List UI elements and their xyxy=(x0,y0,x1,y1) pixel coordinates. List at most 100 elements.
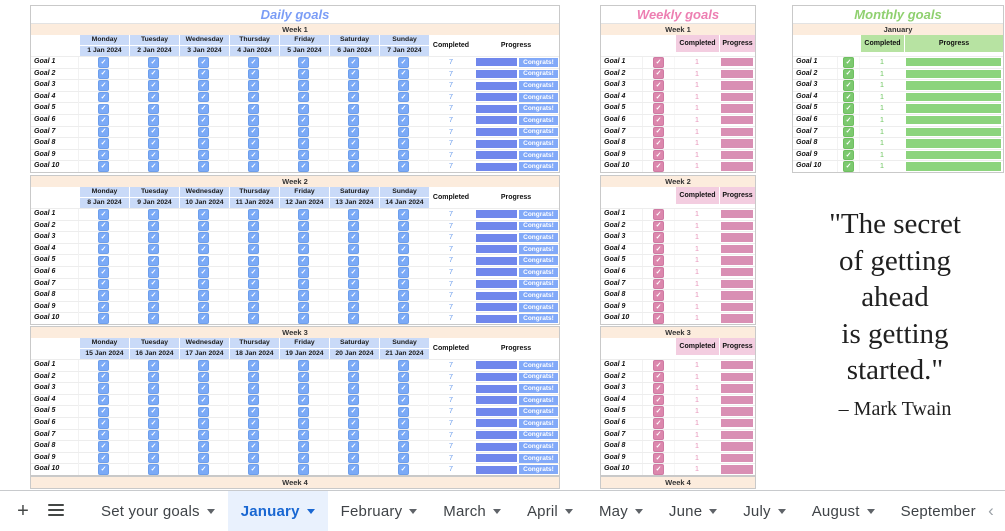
checkbox-checked[interactable]: ✓ xyxy=(148,418,159,429)
checkbox-checked[interactable]: ✓ xyxy=(398,80,409,91)
checkbox-checked[interactable]: ✓ xyxy=(348,429,359,441)
checkbox-checked[interactable]: ✓ xyxy=(198,441,209,452)
checkbox-checked[interactable]: ✓ xyxy=(398,406,409,418)
checkbox-checked[interactable]: ✓ xyxy=(348,406,359,418)
checkbox-checked[interactable]: ✓ xyxy=(198,138,209,149)
checkbox-checked[interactable]: ✓ xyxy=(843,161,854,172)
checkbox-checked[interactable]: ✓ xyxy=(843,138,854,149)
checkbox-checked[interactable]: ✓ xyxy=(398,220,409,232)
checkbox-checked[interactable]: ✓ xyxy=(653,429,664,441)
checkbox-checked[interactable]: ✓ xyxy=(653,68,664,80)
checkbox-checked[interactable]: ✓ xyxy=(398,138,409,149)
checkbox-checked[interactable]: ✓ xyxy=(248,91,259,103)
sheet-tab-april[interactable]: April xyxy=(514,491,586,531)
checkbox-checked[interactable]: ✓ xyxy=(298,138,309,149)
checkbox-checked[interactable]: ✓ xyxy=(198,232,209,243)
checkbox-checked[interactable]: ✓ xyxy=(248,441,259,452)
checkbox-checked[interactable]: ✓ xyxy=(248,278,259,290)
checkbox-checked[interactable]: ✓ xyxy=(298,103,309,115)
checkbox-checked[interactable]: ✓ xyxy=(653,255,664,266)
checkbox-checked[interactable]: ✓ xyxy=(298,68,309,80)
checkbox-checked[interactable]: ✓ xyxy=(298,57,309,68)
checkbox-checked[interactable]: ✓ xyxy=(348,313,359,324)
checkbox-checked[interactable]: ✓ xyxy=(298,220,309,232)
checkbox-checked[interactable]: ✓ xyxy=(653,138,664,149)
checkbox-checked[interactable]: ✓ xyxy=(98,418,109,429)
checkbox-checked[interactable]: ✓ xyxy=(843,126,854,138)
checkbox-checked[interactable]: ✓ xyxy=(98,149,109,161)
checkbox-checked[interactable]: ✓ xyxy=(398,243,409,255)
checkbox-checked[interactable]: ✓ xyxy=(98,429,109,441)
checkbox-checked[interactable]: ✓ xyxy=(198,115,209,126)
checkbox-checked[interactable]: ✓ xyxy=(348,126,359,138)
checkbox-checked[interactable]: ✓ xyxy=(348,383,359,394)
sheet-tab-set-your-goals[interactable]: Set your goals xyxy=(88,491,228,531)
checkbox-checked[interactable]: ✓ xyxy=(198,161,209,172)
checkbox-checked[interactable]: ✓ xyxy=(148,371,159,383)
checkbox-checked[interactable]: ✓ xyxy=(843,57,854,68)
checkbox-checked[interactable]: ✓ xyxy=(653,126,664,138)
checkbox-checked[interactable]: ✓ xyxy=(248,126,259,138)
checkbox-checked[interactable]: ✓ xyxy=(98,278,109,290)
checkbox-checked[interactable]: ✓ xyxy=(398,126,409,138)
checkbox-checked[interactable]: ✓ xyxy=(348,161,359,172)
checkbox-checked[interactable]: ✓ xyxy=(148,360,159,371)
checkbox-checked[interactable]: ✓ xyxy=(248,243,259,255)
checkbox-checked[interactable]: ✓ xyxy=(98,57,109,68)
checkbox-checked[interactable]: ✓ xyxy=(843,91,854,103)
checkbox-checked[interactable]: ✓ xyxy=(653,103,664,114)
checkbox-checked[interactable]: ✓ xyxy=(298,290,309,301)
checkbox-checked[interactable]: ✓ xyxy=(348,149,359,161)
checkbox-checked[interactable]: ✓ xyxy=(348,255,359,267)
checkbox-checked[interactable]: ✓ xyxy=(98,383,109,394)
checkbox-checked[interactable]: ✓ xyxy=(348,115,359,126)
checkbox-checked[interactable]: ✓ xyxy=(98,452,109,464)
checkbox-checked[interactable]: ✓ xyxy=(248,267,259,278)
checkbox-checked[interactable]: ✓ xyxy=(148,278,159,290)
checkbox-checked[interactable]: ✓ xyxy=(653,452,664,464)
checkbox-checked[interactable]: ✓ xyxy=(653,149,664,161)
checkbox-checked[interactable]: ✓ xyxy=(248,452,259,464)
checkbox-checked[interactable]: ✓ xyxy=(398,161,409,172)
checkbox-checked[interactable]: ✓ xyxy=(348,301,359,313)
checkbox-checked[interactable]: ✓ xyxy=(653,290,664,301)
checkbox-checked[interactable]: ✓ xyxy=(148,406,159,418)
checkbox-checked[interactable]: ✓ xyxy=(348,138,359,149)
checkbox-checked[interactable]: ✓ xyxy=(298,301,309,313)
checkbox-checked[interactable]: ✓ xyxy=(148,255,159,267)
checkbox-checked[interactable]: ✓ xyxy=(348,394,359,406)
checkbox-checked[interactable]: ✓ xyxy=(398,429,409,441)
checkbox-checked[interactable]: ✓ xyxy=(653,464,664,475)
checkbox-checked[interactable]: ✓ xyxy=(653,418,664,429)
checkbox-checked[interactable]: ✓ xyxy=(298,243,309,255)
checkbox-checked[interactable]: ✓ xyxy=(198,267,209,278)
checkbox-checked[interactable]: ✓ xyxy=(348,452,359,464)
checkbox-checked[interactable]: ✓ xyxy=(248,68,259,80)
checkbox-checked[interactable]: ✓ xyxy=(148,441,159,452)
checkbox-checked[interactable]: ✓ xyxy=(148,220,159,232)
checkbox-checked[interactable]: ✓ xyxy=(298,149,309,161)
checkbox-checked[interactable]: ✓ xyxy=(148,115,159,126)
checkbox-checked[interactable]: ✓ xyxy=(98,220,109,232)
checkbox-checked[interactable]: ✓ xyxy=(98,290,109,301)
checkbox-checked[interactable]: ✓ xyxy=(148,267,159,278)
checkbox-checked[interactable]: ✓ xyxy=(653,394,664,406)
checkbox-checked[interactable]: ✓ xyxy=(298,267,309,278)
checkbox-checked[interactable]: ✓ xyxy=(248,394,259,406)
checkbox-checked[interactable]: ✓ xyxy=(98,126,109,138)
checkbox-checked[interactable]: ✓ xyxy=(398,290,409,301)
checkbox-checked[interactable]: ✓ xyxy=(98,243,109,255)
checkbox-checked[interactable]: ✓ xyxy=(98,232,109,243)
checkbox-checked[interactable]: ✓ xyxy=(298,232,309,243)
checkbox-checked[interactable]: ✓ xyxy=(298,115,309,126)
checkbox-checked[interactable]: ✓ xyxy=(298,126,309,138)
checkbox-checked[interactable]: ✓ xyxy=(248,301,259,313)
checkbox-checked[interactable]: ✓ xyxy=(148,301,159,313)
checkbox-checked[interactable]: ✓ xyxy=(248,149,259,161)
checkbox-checked[interactable]: ✓ xyxy=(98,209,109,220)
checkbox-checked[interactable]: ✓ xyxy=(653,161,664,172)
sheet-tab-september[interactable]: September xyxy=(888,491,979,531)
checkbox-checked[interactable]: ✓ xyxy=(198,418,209,429)
checkbox-checked[interactable]: ✓ xyxy=(198,406,209,418)
checkbox-checked[interactable]: ✓ xyxy=(348,278,359,290)
